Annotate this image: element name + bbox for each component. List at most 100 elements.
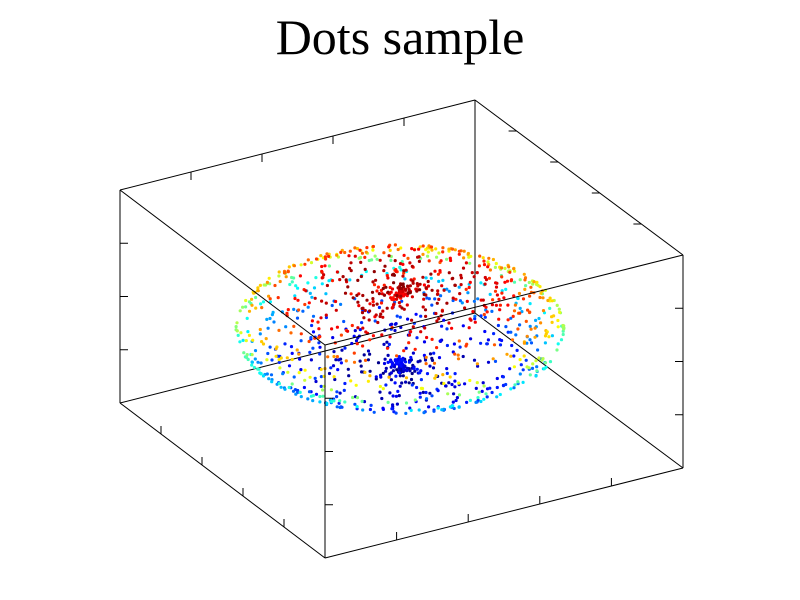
data-point	[433, 376, 437, 380]
data-point	[451, 298, 455, 303]
data-point	[378, 314, 382, 319]
data-point	[384, 285, 388, 289]
data-point	[265, 372, 269, 376]
data-point	[318, 335, 322, 339]
data-point	[354, 383, 358, 387]
data-point	[267, 276, 271, 280]
data-point	[311, 314, 316, 318]
data-point	[512, 280, 517, 284]
data-point	[301, 309, 305, 313]
data-point	[468, 398, 472, 402]
data-point	[398, 262, 403, 266]
data-point	[529, 327, 533, 331]
data-point	[247, 309, 252, 313]
data-point	[441, 373, 445, 377]
data-point	[518, 278, 522, 282]
data-point	[401, 274, 405, 278]
axis-box-edge	[119, 189, 326, 346]
data-point	[256, 289, 260, 293]
data-point	[525, 341, 529, 345]
data-point	[362, 400, 367, 404]
data-point	[355, 407, 359, 411]
data-point	[434, 374, 438, 378]
data-point	[387, 245, 391, 249]
data-point	[483, 315, 487, 319]
data-point	[475, 362, 479, 366]
data-point	[244, 305, 248, 309]
data-point	[260, 306, 264, 310]
data-point	[438, 339, 442, 343]
data-point	[311, 399, 315, 403]
data-point	[417, 259, 421, 263]
data-point	[361, 326, 365, 330]
data-point	[557, 307, 561, 311]
data-point	[245, 353, 249, 357]
data-point	[413, 347, 417, 351]
data-point	[425, 296, 429, 300]
data-point	[430, 303, 434, 307]
data-point	[356, 326, 360, 330]
data-point	[407, 381, 411, 385]
data-point	[473, 314, 477, 318]
axis-box-edge	[474, 312, 684, 469]
data-point	[428, 352, 433, 356]
data-point	[279, 356, 283, 360]
data-point	[389, 258, 393, 262]
data-point	[371, 334, 375, 338]
data-point	[445, 327, 449, 331]
data-point	[290, 382, 294, 386]
data-point	[541, 309, 546, 313]
data-point	[523, 278, 527, 282]
data-point	[349, 292, 353, 296]
data-point	[310, 295, 314, 299]
data-point	[365, 246, 369, 250]
data-point	[388, 335, 392, 339]
data-point	[452, 392, 456, 396]
data-point	[241, 305, 245, 309]
data-point	[472, 275, 476, 279]
data-point	[468, 378, 472, 383]
data-point	[473, 320, 477, 324]
data-point	[503, 280, 507, 284]
data-point	[402, 307, 406, 311]
data-point	[461, 266, 466, 270]
data-point	[448, 375, 452, 379]
data-point	[475, 381, 479, 385]
data-point	[408, 284, 412, 288]
data-point	[435, 346, 439, 350]
data-point	[274, 347, 278, 351]
data-point	[360, 399, 364, 403]
data-point	[306, 305, 310, 309]
data-point	[457, 249, 461, 253]
data-point	[339, 333, 343, 337]
data-point	[244, 339, 248, 343]
data-point	[256, 286, 260, 290]
data-point	[474, 386, 478, 390]
data-point	[425, 397, 429, 401]
data-point	[442, 381, 446, 386]
data-point	[297, 371, 301, 375]
data-point	[314, 276, 318, 280]
data-point	[527, 366, 531, 370]
data-point	[498, 303, 502, 307]
data-point	[411, 325, 415, 329]
data-point	[476, 364, 480, 368]
data-point	[497, 317, 501, 321]
data-point	[350, 323, 354, 328]
data-point	[388, 391, 392, 395]
data-point	[319, 316, 323, 320]
data-point	[419, 314, 423, 318]
data-point	[460, 301, 464, 305]
data-point	[384, 383, 388, 387]
data-point	[488, 386, 492, 390]
data-point	[393, 243, 397, 247]
data-point	[409, 355, 413, 360]
data-point	[374, 375, 378, 379]
data-point	[518, 306, 522, 310]
data-point	[269, 373, 274, 377]
data-point	[297, 308, 301, 312]
data-point	[556, 325, 560, 329]
data-point	[306, 258, 310, 262]
data-point	[427, 259, 431, 263]
